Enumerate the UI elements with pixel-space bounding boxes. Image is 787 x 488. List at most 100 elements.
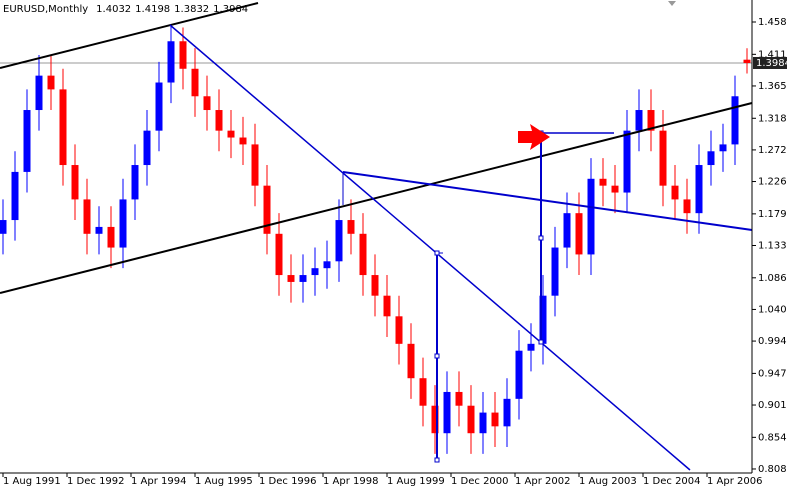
- channel-line: [0, 102, 753, 294]
- candle-body: [683, 199, 691, 214]
- y-tick-label: 1.2720: [758, 145, 787, 156]
- candle-body: [107, 226, 115, 248]
- y-tick-label: 1.0860: [758, 273, 787, 284]
- candle-body: [275, 233, 283, 276]
- candle-body: [299, 275, 307, 282]
- candle-body: [191, 68, 199, 97]
- candle-body: [659, 130, 667, 186]
- x-tick-label: 1 Aug 1995: [195, 476, 253, 487]
- candle-body: [83, 199, 91, 234]
- last-low: 1.3832: [174, 4, 209, 15]
- candle-body: [287, 275, 295, 282]
- candle-body: [539, 295, 547, 344]
- y-tick-label: 0.8080: [758, 464, 787, 475]
- candle-body: [323, 261, 331, 269]
- channel-line: [0, 2, 259, 69]
- drawn-objects: [0, 1, 753, 471]
- price-label-box: [753, 56, 787, 69]
- x-tick-label: 1 Dec 2004: [643, 476, 701, 487]
- candle-body: [239, 137, 247, 145]
- candle-body: [419, 378, 427, 406]
- x-tick-label: 1 Aug 1999: [387, 476, 445, 487]
- candle-body: [407, 343, 415, 379]
- candle-body: [515, 350, 523, 399]
- candle-body: [467, 405, 475, 434]
- candle-body: [347, 220, 355, 234]
- handle: [434, 457, 440, 463]
- last-high: 1.4198: [135, 4, 170, 15]
- y-tick-label: 1.4580: [758, 17, 787, 28]
- candle-body: [707, 151, 715, 166]
- candle-body: [503, 398, 511, 427]
- y-tick-label: 1.1330: [758, 240, 787, 251]
- candle-body: [251, 144, 259, 186]
- handle: [538, 339, 544, 345]
- candle-body: [311, 268, 319, 276]
- arrow: [518, 124, 550, 150]
- candle-body: [263, 185, 271, 234]
- candle-body: [671, 185, 679, 200]
- candle-body: [35, 75, 43, 111]
- candle-body: [95, 226, 103, 234]
- candle-body: [575, 213, 583, 255]
- candle-body: [647, 110, 655, 131]
- y-tick-label: 1.3650: [758, 81, 787, 92]
- x-tick-label: 1 Apr 1994: [131, 476, 186, 487]
- candle-body: [371, 275, 379, 296]
- candle-body: [47, 75, 55, 90]
- x-tick-label: 1 Apr 1998: [323, 476, 378, 487]
- candle-body: [11, 171, 19, 221]
- candle-body: [431, 405, 439, 434]
- candle-body: [611, 185, 619, 193]
- candle-body: [479, 412, 487, 434]
- y-tick-label: 1.4110: [758, 49, 787, 60]
- x-tick-label: 1 Aug 2003: [579, 476, 637, 487]
- candle-body: [167, 41, 175, 83]
- y-tick-label: 1.1790: [758, 209, 787, 220]
- candle-body: [395, 316, 403, 344]
- candle-body: [215, 110, 223, 131]
- candle-body: [71, 165, 79, 200]
- trend-line: [169, 24, 691, 471]
- last-open: 1.4032: [96, 4, 131, 15]
- trend-line: [342, 171, 753, 231]
- x-tick-label: 1 Dec 1992: [67, 476, 125, 487]
- candle-body: [623, 130, 631, 193]
- candle-body: [131, 165, 139, 200]
- x-tick-label: 1 Aug 1991: [3, 476, 61, 487]
- candle-body: [491, 412, 499, 427]
- candle-body: [23, 110, 31, 172]
- y-tick-label: 1.3180: [758, 113, 787, 124]
- candle-body: [455, 391, 463, 406]
- x-tick-label: 1 Dec 2000: [451, 476, 509, 487]
- candle-body: [0, 220, 7, 234]
- candle-body: [359, 233, 367, 276]
- handle: [434, 250, 440, 256]
- x-tick-label: 1 Apr 2006: [707, 476, 762, 487]
- shift-marker: [668, 1, 676, 6]
- candle-body: [719, 144, 727, 152]
- y-tick-label: 1.2260: [758, 177, 787, 188]
- candle-body: [527, 343, 535, 351]
- candle-body: [59, 89, 67, 166]
- x-tick-label: 1 Dec 1996: [259, 476, 317, 487]
- candle-body: [743, 59, 751, 63]
- candle-body: [563, 213, 571, 248]
- handle: [538, 235, 544, 241]
- candle-body: [551, 247, 559, 296]
- candle-body: [203, 96, 211, 111]
- candle-body: [119, 199, 127, 248]
- x-tick-label: 1 Apr 2002: [515, 476, 570, 487]
- candle-body: [335, 220, 343, 262]
- candle-body: [587, 178, 595, 255]
- candle-body: [635, 110, 643, 131]
- candle-body: [143, 130, 151, 166]
- symbol: EURUSD,Monthly: [3, 4, 88, 15]
- last-close: 1.3984: [213, 4, 248, 15]
